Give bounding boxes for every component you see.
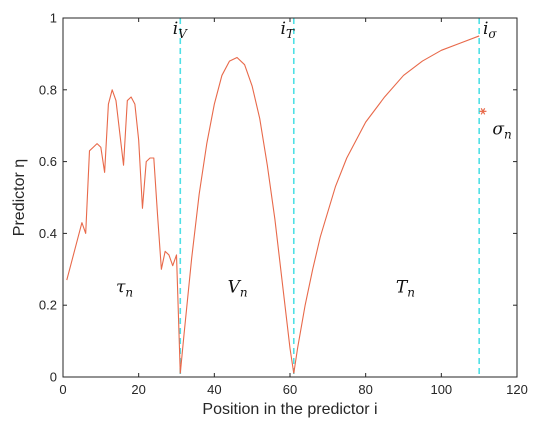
y-tick-label-0: 0 (50, 370, 57, 385)
x-tick-label-4: 80 (358, 382, 372, 397)
x-tick-label-1: 20 (131, 382, 145, 397)
x-tick-label-3: 60 (283, 382, 297, 397)
x-tick-label-2: 40 (207, 382, 221, 397)
x-tick-label-0: 0 (59, 382, 66, 397)
annotation-3: σn (492, 120, 511, 142)
y-tick-label-5: 1 (50, 11, 57, 26)
series-lines (66, 35, 480, 374)
marker-group (479, 108, 487, 115)
vertical-markers (179, 18, 480, 377)
series-line-0 (66, 89, 181, 374)
sigma-marker (479, 108, 487, 115)
x-tick-label-6: 120 (506, 382, 528, 397)
x-tick-label-5: 100 (430, 382, 452, 397)
series-line-2 (293, 35, 480, 374)
y-axis-label: Predictor η (11, 159, 28, 236)
annotations: iV iT iσ σn τn Vn Tn (116, 19, 512, 299)
series-line-1 (179, 56, 295, 374)
annotation-6: Tn (396, 278, 415, 300)
annotation-5: Vn (228, 278, 248, 300)
annotation-1: iT (281, 19, 295, 41)
y-tick-label-3: 0.6 (39, 154, 57, 169)
annotation-0: iV (173, 19, 188, 41)
annotation-4: τn (116, 278, 133, 300)
annotation-2: iσ (483, 19, 497, 41)
x-axis-label: Position in the predictor i (202, 401, 377, 418)
axis-ticks: 0 20 40 60 80 100 120 0 0.2 0.4 0.6 0.8 1 (39, 11, 528, 398)
y-tick-label-1: 0.2 (39, 298, 57, 313)
axes-frame (62, 17, 518, 378)
y-tick-label-4: 0.8 (39, 82, 57, 97)
y-tick-label-2: 0.4 (39, 226, 57, 241)
